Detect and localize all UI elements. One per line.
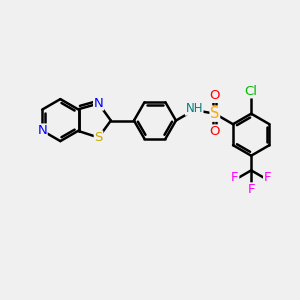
Text: F: F bbox=[248, 183, 255, 196]
Text: NH: NH bbox=[185, 102, 203, 115]
Text: Cl: Cl bbox=[245, 85, 258, 98]
Text: N: N bbox=[37, 124, 47, 137]
Text: N: N bbox=[94, 97, 103, 110]
Text: F: F bbox=[264, 171, 271, 184]
Text: S: S bbox=[94, 131, 103, 144]
Text: F: F bbox=[231, 171, 239, 184]
Text: O: O bbox=[210, 125, 220, 138]
Text: S: S bbox=[210, 106, 220, 121]
Text: O: O bbox=[210, 89, 220, 102]
